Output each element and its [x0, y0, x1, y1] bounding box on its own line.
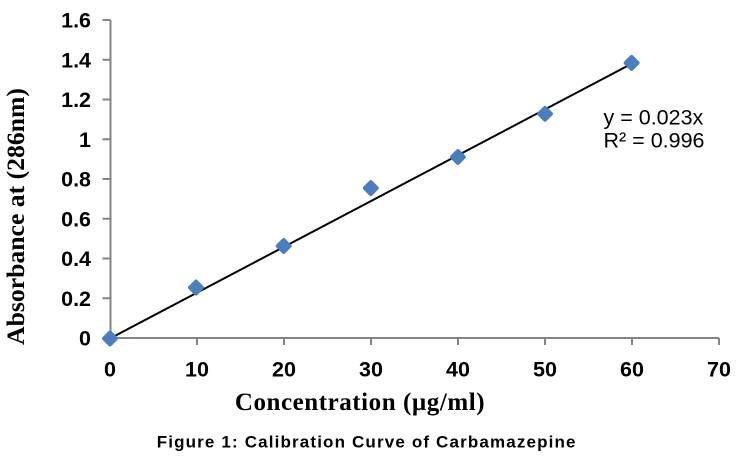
svg-text:60: 60 — [620, 358, 644, 382]
svg-text:Absorbance at (286nm): Absorbance at (286nm) — [1, 88, 30, 345]
svg-text:1: 1 — [79, 128, 91, 152]
svg-text:1.4: 1.4 — [61, 48, 91, 72]
svg-text:1.2: 1.2 — [61, 88, 91, 112]
svg-text:0: 0 — [79, 327, 91, 351]
svg-text:0.8: 0.8 — [61, 168, 91, 192]
svg-text:30: 30 — [359, 358, 383, 382]
svg-text:Figure 1: Calibration Curve of: Figure 1: Calibration Curve of Carbamaze… — [157, 433, 577, 452]
svg-text:0: 0 — [104, 358, 116, 382]
svg-text:Concentration (µg/ml): Concentration (µg/ml) — [235, 389, 485, 416]
svg-text:0.2: 0.2 — [61, 287, 91, 311]
svg-text:0.6: 0.6 — [61, 207, 91, 231]
svg-text:y = 0.023x: y = 0.023x — [604, 106, 704, 130]
svg-text:70: 70 — [707, 358, 731, 382]
svg-text:0.4: 0.4 — [61, 247, 91, 271]
svg-text:1.6: 1.6 — [61, 9, 91, 33]
svg-text:R² = 0.996: R² = 0.996 — [604, 129, 705, 153]
svg-text:10: 10 — [185, 358, 209, 382]
svg-text:20: 20 — [272, 358, 296, 382]
svg-text:50: 50 — [533, 358, 557, 382]
svg-text:40: 40 — [446, 358, 470, 382]
